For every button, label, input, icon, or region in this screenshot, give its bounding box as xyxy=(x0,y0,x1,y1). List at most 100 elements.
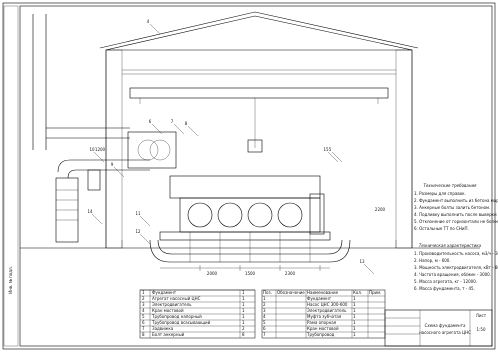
leader xyxy=(93,151,105,163)
cell: 6 xyxy=(263,326,266,331)
note: 3. Анкерные болты залить бетоном. xyxy=(414,205,490,210)
cell: 7 xyxy=(263,332,266,337)
header-cell: Прим. xyxy=(369,290,381,295)
cell: 1 xyxy=(353,296,356,301)
leader xyxy=(327,151,339,163)
subtitle: насосного агрегата ЦНС xyxy=(419,330,471,335)
cell: 2 xyxy=(263,302,266,307)
cell: Трубопровод xyxy=(306,332,335,337)
cell: 1 xyxy=(353,326,356,331)
cell: Фундамент xyxy=(307,296,332,301)
cell: Болт анкерный xyxy=(152,332,185,337)
callout: 12 xyxy=(135,229,141,234)
dimension: 1500 xyxy=(245,271,256,276)
cell: 1 xyxy=(242,296,245,301)
cell: Рама опорная xyxy=(307,320,337,325)
cell: 3 xyxy=(142,302,145,307)
note: 5. Масса агрегата, кг - 12000. xyxy=(414,279,477,284)
cell: Электродвигатель xyxy=(152,302,192,307)
cell: 1 xyxy=(263,296,266,301)
cell: Задвижка xyxy=(152,326,174,331)
callout: 6 xyxy=(149,119,152,124)
callout: 4 xyxy=(147,19,150,24)
leader xyxy=(113,166,125,178)
cell: 8 xyxy=(242,332,245,337)
side-strip xyxy=(3,5,19,347)
note: 4. Подливку выполнить после выверки агре… xyxy=(414,212,498,217)
frame-inner xyxy=(19,5,493,347)
note: 5. Отклонение от горизонтали не более 0,… xyxy=(414,219,498,224)
cell: 1 xyxy=(242,308,245,313)
callout: 7 xyxy=(171,119,174,124)
scale: 1:50 xyxy=(477,327,486,332)
callout: 13 xyxy=(359,259,365,264)
cell: 1 xyxy=(142,290,145,295)
cell: Агрегат насосный ЦНС xyxy=(152,296,201,301)
note: 1. Размеры для справок. xyxy=(414,191,466,196)
cell: Кран мостовой xyxy=(307,326,339,331)
cell: 1 xyxy=(242,290,245,295)
cell: 4 xyxy=(142,308,145,313)
cell: 1 xyxy=(353,308,356,313)
notes-title: Технические требования xyxy=(424,183,478,188)
cell: 1 xyxy=(353,320,356,325)
callout: 8 xyxy=(185,121,188,126)
title: Схема фундамента xyxy=(425,323,466,328)
leader xyxy=(149,23,161,35)
leader xyxy=(139,215,151,227)
sheet: Лист xyxy=(476,313,487,318)
note: 6. Остальные ТТ по СНиП. xyxy=(414,226,469,231)
cell: 1 xyxy=(353,314,356,319)
header-cell: Поз. xyxy=(263,290,272,295)
header-cell: Кол. xyxy=(353,290,362,295)
callout: 11 xyxy=(135,211,141,216)
cell: Электродвигатель xyxy=(307,308,347,313)
cell: 8 xyxy=(142,332,145,337)
cell: 1 xyxy=(353,332,356,337)
header-cell: Наименование xyxy=(307,290,339,295)
callout: 9 xyxy=(111,162,114,167)
cell: Фундамент xyxy=(152,290,177,295)
notes-title: Техническая характеристика xyxy=(419,243,482,248)
header-cell: Обозначение xyxy=(277,290,305,295)
cell: 5 xyxy=(142,314,145,319)
cell: 5 xyxy=(263,320,266,325)
callout: 15 xyxy=(323,147,329,152)
title-block xyxy=(384,309,493,347)
cell: 4 xyxy=(263,314,266,319)
pump-unit xyxy=(127,131,331,271)
callout: 5 xyxy=(329,147,332,152)
leader xyxy=(331,151,343,163)
cell: 3 xyxy=(263,308,266,313)
cell: Насос ЦНС 300-600 xyxy=(307,302,348,307)
cell: Кран мостовой xyxy=(152,308,184,313)
callout: 14 xyxy=(87,209,93,214)
cell: 1 xyxy=(242,320,245,325)
note: 4. Частота вращения, об/мин - 3000. xyxy=(414,272,491,277)
callout: 10 xyxy=(89,147,95,152)
dimension: 2300 xyxy=(285,271,296,276)
stamp: Инв. № подл. xyxy=(8,266,13,294)
cell: 1 xyxy=(242,314,245,319)
note: 3. Мощность электродвигателя, кВт - 800. xyxy=(414,265,498,270)
cell: Муфта зубчатая xyxy=(307,314,342,319)
frame-outer xyxy=(2,2,496,350)
leader xyxy=(173,123,185,135)
note: 2. Фундамент выполнить из бетона марки 2… xyxy=(414,198,498,203)
cell: 1 xyxy=(242,302,245,307)
cell: Трубопровод напорный xyxy=(151,314,202,319)
dimension: 2000 xyxy=(207,271,218,276)
cell: 6 xyxy=(142,320,145,325)
cell: 1 xyxy=(353,302,356,307)
cell: 7 xyxy=(142,326,145,331)
cell: 2 xyxy=(242,326,245,331)
dimension: 2200 xyxy=(375,207,386,212)
note: 1. Производительность насоса, м3/ч - 300… xyxy=(414,251,498,256)
cell: 2 xyxy=(142,296,145,301)
building xyxy=(20,11,480,249)
leader xyxy=(91,213,103,225)
leader xyxy=(151,123,163,135)
leader xyxy=(139,233,151,245)
cell: Трубопровод всасывающий xyxy=(151,320,211,325)
